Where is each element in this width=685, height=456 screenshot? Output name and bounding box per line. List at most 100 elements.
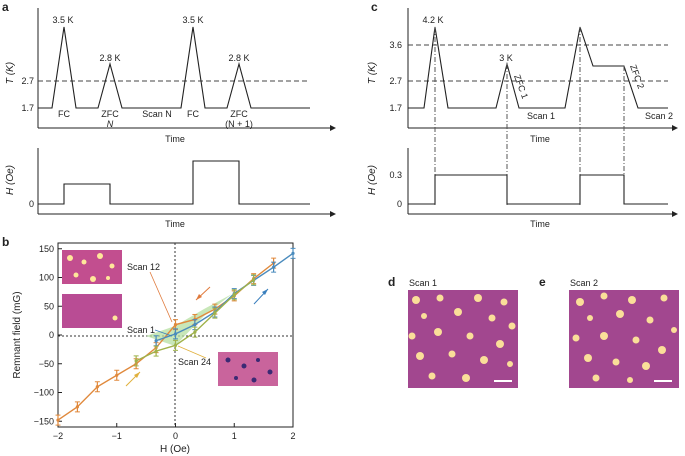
b-ytick-label: −50 xyxy=(39,359,54,369)
b-series xyxy=(55,247,296,426)
panel-label-b: b xyxy=(2,235,9,249)
b-inset-scan24-image xyxy=(218,352,278,386)
c-top-ytick-1.7: 1.7 xyxy=(389,103,402,113)
a-segment-label: FC xyxy=(58,109,70,119)
a-segment-label: N xyxy=(107,119,114,129)
a-segment-label: ZFC xyxy=(101,109,119,119)
b-data-point xyxy=(252,278,256,282)
panel-label-a: a xyxy=(2,0,9,14)
a-segment-label: Scan N xyxy=(142,109,172,119)
b-data-point xyxy=(173,332,178,336)
b-data-point xyxy=(154,349,158,353)
b-inset-leader xyxy=(177,345,207,359)
b-data-point xyxy=(134,359,138,363)
d-title: Scan 1 xyxy=(409,278,437,288)
c-peak-label: 4.2 K xyxy=(422,15,443,25)
c-segment-label: Scan 1 xyxy=(527,111,555,121)
b-ytick-label: −100 xyxy=(34,388,54,398)
d-vortex-spots xyxy=(408,294,516,382)
b-inset-label: Scan 24 xyxy=(178,357,211,367)
b-xtick-label: 1 xyxy=(232,431,237,441)
a-bottom-ylabel: H (Oe) xyxy=(5,165,16,195)
e-title: Scan 2 xyxy=(570,278,598,288)
b-inset-label: Scan 1 xyxy=(127,325,155,335)
c-top-ylabel: T (K) xyxy=(367,62,378,84)
a-segment-label: (N + 1) xyxy=(225,119,253,129)
d-image xyxy=(408,290,518,388)
b-data-point xyxy=(95,385,99,389)
b-data-point xyxy=(173,323,178,327)
c-top-xlabel: Time xyxy=(530,134,550,144)
b-inset-scan1-spot xyxy=(112,315,118,321)
b-hysteresis-fill xyxy=(146,294,232,346)
b-inset-scan24-spots xyxy=(225,357,273,383)
b-xtick-label: 0 xyxy=(173,431,178,441)
e-image xyxy=(569,290,679,388)
b-inset-scan1-image xyxy=(62,294,122,328)
a-top-ylabel: T (K) xyxy=(5,62,16,84)
b-data-point xyxy=(272,265,276,269)
c-bottom-xlabel: Time xyxy=(530,219,550,229)
b-inset-label: Scan 12 xyxy=(127,262,160,272)
a-top-ytick-2.7: 2.7 xyxy=(21,76,34,86)
a-top-xlabel: Time xyxy=(165,134,185,144)
b-arrow-head xyxy=(134,372,140,378)
a-peak-label: 2.8 K xyxy=(99,53,120,63)
c-bottom-ylabel: H (Oe) xyxy=(367,165,378,195)
b-data-point xyxy=(154,339,158,343)
c-bottom-ytick-0.3: 0.3 xyxy=(389,170,402,180)
b-ticks: −2 −1 0 1 2 −150 −100 −50 0 50 100 150 xyxy=(34,244,296,441)
b-ytick-label: −150 xyxy=(34,416,54,426)
a-segment-label: ZFC xyxy=(230,109,248,119)
b-inset-scan12-spots xyxy=(67,253,115,282)
a-top-ytick-1.7: 1.7 xyxy=(21,103,34,113)
b-ylabel: Remnant field (mG) xyxy=(12,291,23,378)
b-chart: −2 −1 0 1 2 −150 −100 −50 0 50 100 150 H (Oe) Remna… xyxy=(12,242,296,455)
b-data-point xyxy=(115,373,119,377)
c-segment-label: ZFC 1 xyxy=(512,73,530,100)
a-bottom-ytick-0: 0 xyxy=(29,199,34,209)
c-top-ytick-3.6: 3.6 xyxy=(389,40,402,50)
a-field-trace xyxy=(38,160,310,205)
b-data-point xyxy=(75,405,79,409)
c-top-xaxis-arrow xyxy=(672,125,678,131)
a-peak-label: 3.5 K xyxy=(182,15,203,25)
b-data-point xyxy=(193,330,197,334)
a-temperature-trace xyxy=(38,26,310,109)
c-field-trace xyxy=(408,174,668,205)
b-arrow-head xyxy=(262,289,268,295)
a-bottom-xaxis-arrow xyxy=(330,211,336,217)
b-ytick-label: 0 xyxy=(49,330,54,340)
b-xlabel: H (Oe) xyxy=(160,444,190,455)
c-bottom-xaxis-arrow xyxy=(672,211,678,217)
panel-label-e: e xyxy=(539,275,546,289)
b-data-point xyxy=(232,293,236,297)
b-series-line xyxy=(155,252,294,342)
b-inset-leader xyxy=(149,271,173,323)
b-ytick-label: 150 xyxy=(39,244,54,254)
b-ytick-label: 100 xyxy=(39,273,54,283)
a-segment-label: FC xyxy=(187,109,199,119)
b-inset-leader xyxy=(154,329,173,337)
a-peak-label: 3.5 K xyxy=(52,15,73,25)
a-peak-label: 2.8 K xyxy=(228,53,249,63)
b-xtick-label: −2 xyxy=(53,431,63,441)
b-xtick-label: 2 xyxy=(290,431,295,441)
b-data-point xyxy=(291,251,295,255)
b-data-point xyxy=(173,343,178,347)
b-data-point xyxy=(213,311,217,315)
c-top-ytick-2.7: 2.7 xyxy=(389,76,402,86)
b-data-point xyxy=(193,323,197,327)
a-bottom-xlabel: Time xyxy=(165,219,185,229)
b-xtick-label: −1 xyxy=(112,431,122,441)
panel-label-d: d xyxy=(388,275,395,289)
c-peak-label: 3 K xyxy=(499,53,513,63)
c-segment-label: Scan 2 xyxy=(645,111,673,121)
panel-label-c: c xyxy=(371,0,378,14)
b-ytick-label: 50 xyxy=(44,301,54,311)
b-data-point xyxy=(56,418,60,422)
c-bottom-ytick-0: 0 xyxy=(397,199,402,209)
b-arrow-head xyxy=(196,294,202,300)
a-top-xaxis-arrow xyxy=(330,125,336,131)
